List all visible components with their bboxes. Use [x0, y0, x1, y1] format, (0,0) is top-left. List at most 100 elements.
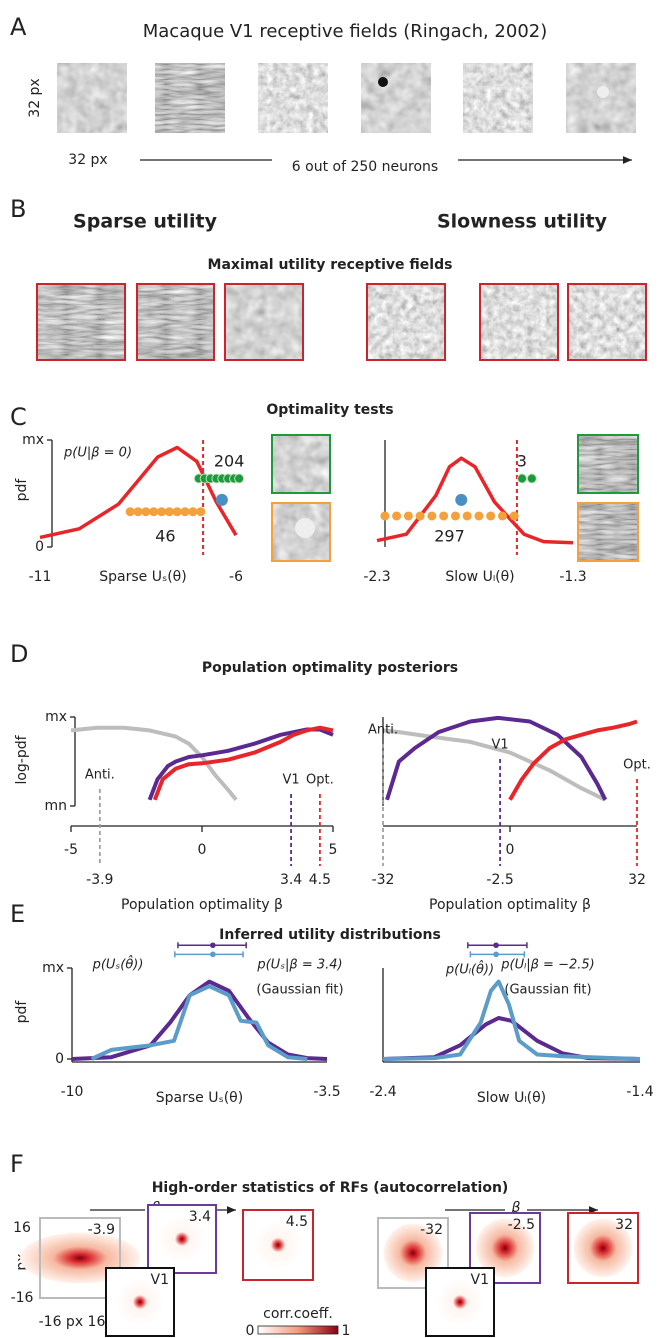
- interval-center: [210, 952, 216, 958]
- axis-label: -16 px 16: [39, 1314, 106, 1330]
- x-tick-label: -3.5: [313, 1084, 340, 1100]
- panel-subtitle: Maximal utility receptive fields: [208, 257, 453, 273]
- marker-label: Anti.: [85, 768, 115, 783]
- point: [474, 511, 483, 520]
- panel-letter: A: [10, 13, 27, 41]
- point: [181, 507, 190, 516]
- x-label: Slow Uₗ(θ): [445, 569, 514, 585]
- point: [416, 511, 425, 520]
- x-tick-label: -5: [64, 842, 78, 858]
- panel-title: Population optimality posteriors: [202, 660, 458, 676]
- rf-image: [272, 435, 330, 493]
- colorbar-label: corr.coeff.: [263, 1306, 333, 1322]
- map-label: V1: [471, 1272, 489, 1288]
- point: [157, 507, 166, 516]
- section-title: Sparse utility: [73, 211, 218, 233]
- count-label: 297: [434, 527, 465, 546]
- y-label: log-pdf: [14, 734, 30, 784]
- point: [510, 511, 519, 520]
- marker-value: 4.5: [309, 872, 331, 888]
- point: [404, 511, 413, 520]
- interval-center: [210, 942, 216, 948]
- point: [518, 474, 527, 483]
- curve: [40, 448, 236, 538]
- panel-title: Macaque V1 receptive fields (Ringach, 20…: [143, 21, 548, 42]
- map-label: 4.5: [286, 1214, 308, 1230]
- map-label: -32: [420, 1222, 443, 1238]
- marker-label: Opt.: [623, 758, 651, 773]
- marker-value: -2.5: [486, 872, 513, 888]
- point: [126, 507, 135, 516]
- interval-center: [493, 952, 499, 958]
- panel-letter: C: [10, 403, 27, 431]
- fit-label: (Gaussian fit): [504, 983, 591, 998]
- rf-image: [137, 284, 214, 360]
- series-label: p(Uₗ(θ̂)): [445, 960, 494, 977]
- map-label: 3.4: [189, 1209, 211, 1225]
- y-tick-label: mx: [22, 432, 44, 448]
- marker-value: -3.9: [86, 872, 113, 888]
- point: [486, 511, 495, 520]
- rf-image: [367, 284, 445, 360]
- marker-value: 3.4: [280, 872, 302, 888]
- rf-image: [480, 284, 558, 360]
- x-tick-label: -6: [229, 569, 243, 585]
- y-tick-label: mx: [45, 709, 67, 725]
- point: [165, 507, 174, 516]
- rf-image: [463, 63, 533, 133]
- y-label: pdf: [14, 1000, 30, 1024]
- panel-letter: E: [10, 900, 25, 928]
- point: [134, 507, 143, 516]
- y-tick-label: mx: [42, 960, 64, 976]
- panel-title: Optimality tests: [266, 402, 393, 418]
- y-label: pdf: [14, 478, 30, 502]
- panel-letter: D: [10, 640, 28, 668]
- x-tick-label: 0: [506, 842, 515, 858]
- y-tick-label: 0: [35, 539, 44, 555]
- x-tick-label: -10: [61, 1084, 84, 1100]
- point: [216, 494, 228, 506]
- point: [141, 507, 150, 516]
- point: [439, 511, 448, 520]
- rf-image: [566, 63, 636, 133]
- curve: [377, 458, 573, 543]
- x-size-label: 32 px: [68, 152, 107, 168]
- rf-spot: [597, 86, 609, 98]
- point: [527, 474, 536, 483]
- point: [463, 511, 472, 520]
- count-label: 46: [155, 527, 175, 546]
- rf-spot: [295, 518, 315, 538]
- rf-image: [225, 284, 303, 360]
- marker-label: V1: [282, 773, 299, 788]
- series-label: p(Uₛ(θ̂)): [92, 955, 144, 972]
- x-label: Population optimality β: [429, 897, 591, 913]
- point: [427, 511, 436, 520]
- rf-image: [57, 63, 127, 133]
- point: [455, 494, 467, 506]
- curve: [387, 718, 605, 800]
- curve: [383, 1018, 640, 1059]
- marker-label: Anti.: [368, 723, 398, 738]
- rf-image: [578, 435, 638, 493]
- rf-image: [258, 63, 328, 133]
- x-label: Slow Uₗ(θ): [477, 1090, 546, 1106]
- rf-image: [578, 503, 638, 561]
- fit-label: (Gaussian fit): [256, 983, 343, 998]
- x-tick-label: 0: [198, 842, 207, 858]
- x-tick-label: -11: [29, 569, 52, 585]
- marker-label: Opt.: [306, 773, 334, 788]
- x-tick-label: -2.4: [369, 1084, 396, 1100]
- map-label: V1: [151, 1272, 169, 1288]
- y-tick-label: mn: [44, 798, 67, 814]
- point: [196, 507, 205, 516]
- x-tick-label: -1.4: [626, 1084, 653, 1100]
- max-utility-rfs: [37, 284, 646, 360]
- axis-label: 16: [13, 1220, 31, 1236]
- rf-image: [37, 284, 125, 360]
- x-tick-label: 5: [329, 842, 338, 858]
- caption: 6 out of 250 neurons: [292, 159, 438, 175]
- rf-spot: [378, 77, 388, 87]
- point: [235, 474, 244, 483]
- figure: A Macaque V1 receptive fields (Ringach, …: [0, 0, 662, 1338]
- curve: [150, 730, 333, 800]
